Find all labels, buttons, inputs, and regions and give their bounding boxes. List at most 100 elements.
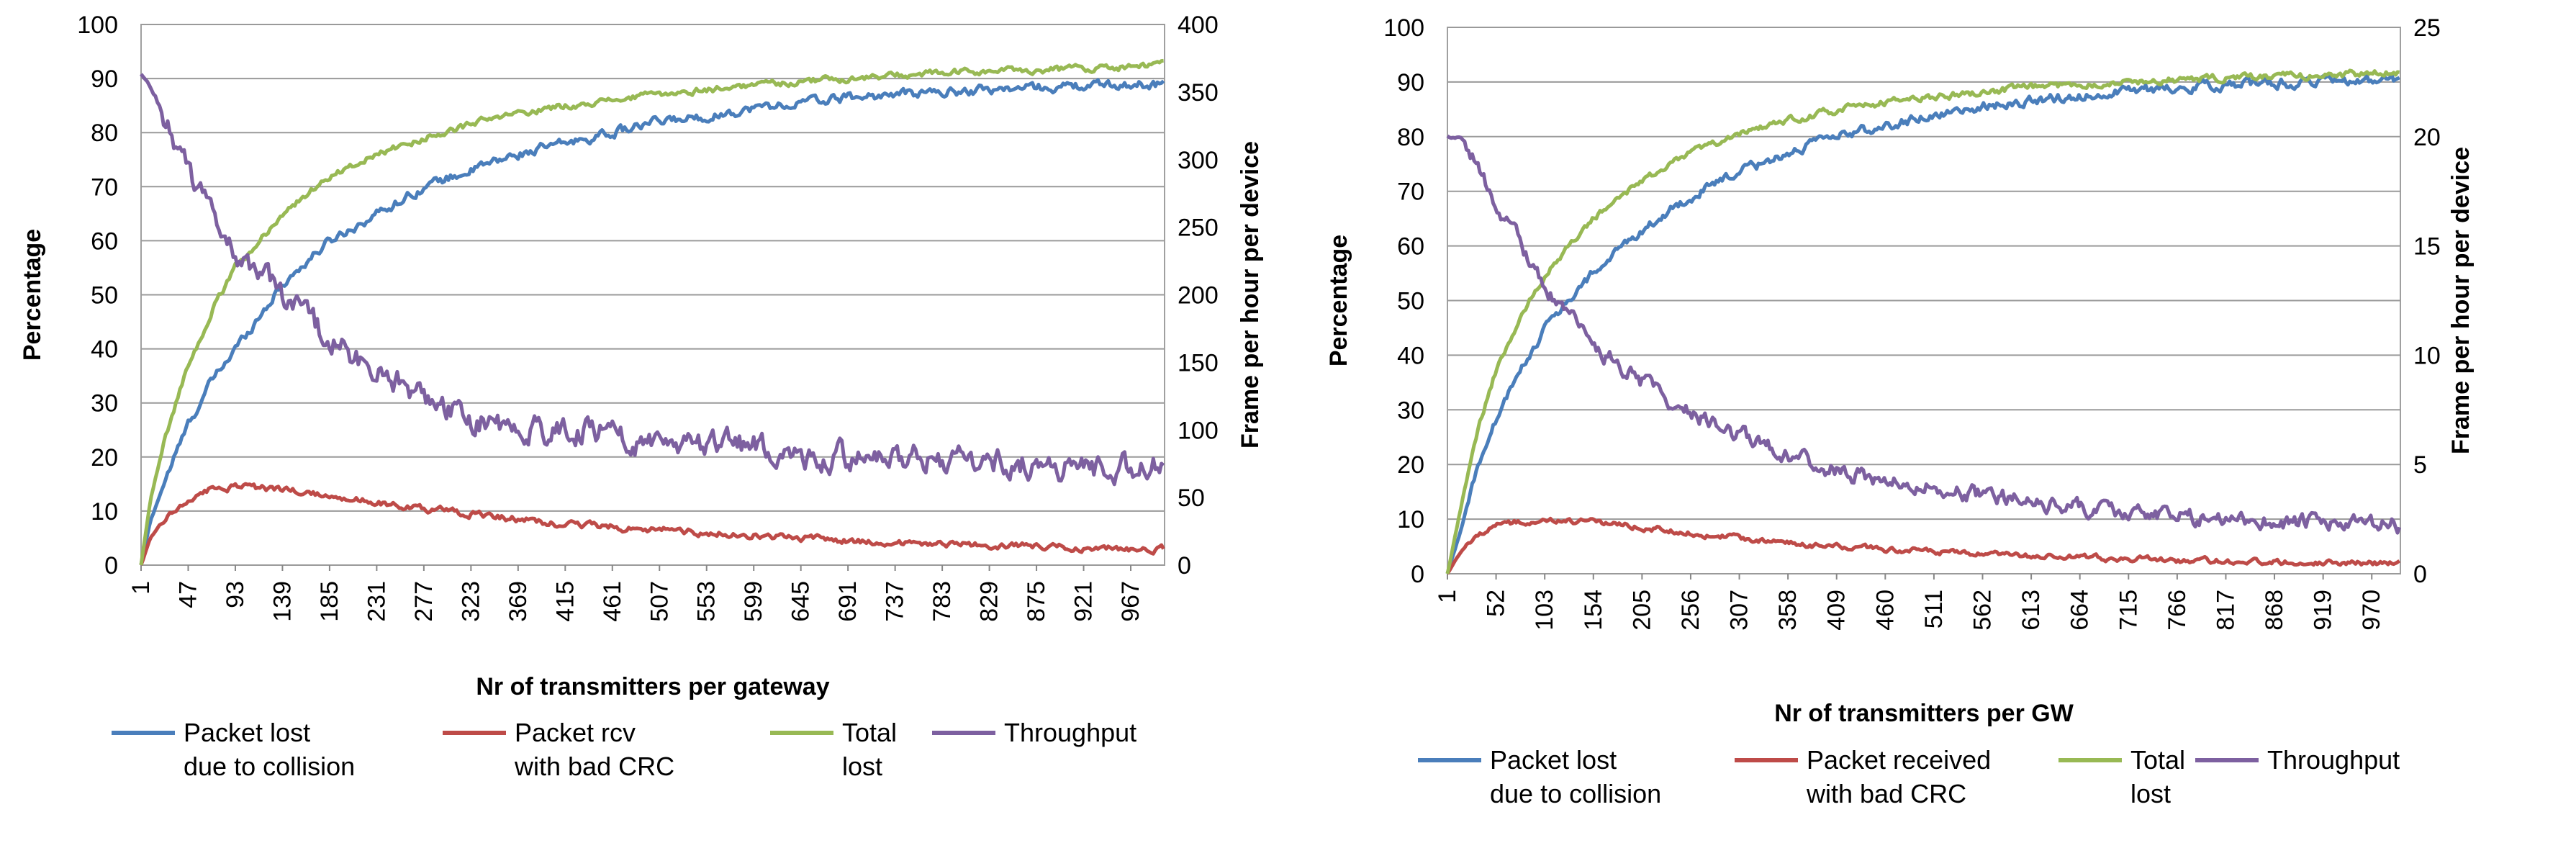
x-axis-title: Nr of transmitters per gateway (476, 673, 829, 700)
legend-label: Total (842, 718, 897, 747)
series-line-packet-lost-due-to-collision (139, 78, 1165, 565)
legend-item: Throughput (932, 718, 1136, 747)
y-tick-label: 80 (91, 120, 118, 147)
x-tick-label: 921 (1070, 581, 1098, 622)
legend-label: Throughput (1004, 718, 1136, 747)
y-axis-title: Percentage (1325, 235, 1352, 366)
x-tick-label: 613 (2017, 590, 2045, 631)
x-tick-label: 307 (1726, 590, 1753, 631)
y2-tick-label: 300 (1178, 147, 1219, 174)
y-tick-label: 0 (104, 552, 118, 580)
legend-item: Total lost (2058, 745, 2185, 808)
y-tick-label: 100 (1383, 14, 1424, 42)
x-tick-label: 154 (1580, 590, 1607, 631)
x-tick-label: 256 (1677, 590, 1704, 631)
x-tick-label: 47 (174, 581, 202, 608)
x-tick-label: 766 (2164, 590, 2191, 631)
y-tick-label: 50 (1397, 288, 1424, 315)
y2-tick-label: 20 (2413, 124, 2441, 151)
legend-label: Packet lost (1490, 745, 1617, 775)
x-tick-label: 323 (457, 581, 484, 622)
x-tick-label: 415 (551, 581, 579, 622)
series-line-throughput (1446, 134, 2402, 535)
x-tick-label: 231 (363, 581, 390, 622)
x-tick-label: 409 (1823, 590, 1850, 631)
x-tick-label: 277 (410, 581, 438, 622)
legend-label: with bad CRC (1806, 779, 1966, 808)
x-tick-label: 970 (2358, 590, 2385, 631)
legend-label: with bad CRC (514, 752, 674, 781)
y2-tick-label: 50 (1178, 484, 1205, 512)
legend-item: Packet lost due to collision (1418, 745, 1661, 808)
x-tick-label: 715 (2115, 590, 2142, 631)
series-line-total-lost (139, 58, 1164, 566)
series-line-packet-lost-due-to-collision (1445, 73, 2400, 574)
y-tick-label: 50 (91, 282, 118, 310)
x-tick-label: 817 (2212, 590, 2239, 631)
legend-label: due to collision (184, 752, 355, 781)
x-tick-label: 185 (316, 581, 343, 622)
x-tick-label: 205 (1628, 590, 1655, 631)
series-line-throughput (140, 73, 1165, 487)
legend-label: Packet received (1807, 745, 1991, 775)
x-tick-label: 507 (646, 581, 673, 622)
x-tick-label: 599 (740, 581, 767, 622)
legend-item: Packet received with bad CRC (1735, 745, 1991, 808)
y2-tick-label: 15 (2413, 233, 2441, 261)
x-tick-label: 460 (1871, 590, 1899, 631)
legend-label: Packet rcv (515, 718, 636, 747)
x-tick-label: 967 (1117, 581, 1144, 622)
x-tick-label: 919 (2310, 590, 2337, 631)
y2-tick-label: 10 (2413, 342, 2441, 369)
y-tick-label: 20 (1397, 451, 1424, 479)
y-tick-label: 90 (91, 66, 118, 93)
y2-tick-label: 200 (1178, 282, 1219, 310)
y2-tick-label: 0 (2413, 561, 2427, 588)
x-tick-label: 103 (1531, 590, 1558, 631)
series-line-packet-rcv-with-bad-crc (139, 482, 1165, 566)
x-tick-label: 829 (976, 581, 1003, 622)
y-tick-label: 40 (1397, 342, 1424, 369)
x-tick-label: 369 (505, 581, 532, 622)
x-tick-label: 553 (693, 581, 720, 622)
x-tick-label: 1 (127, 581, 155, 595)
x-tick-label: 1 (1434, 590, 1461, 603)
legend: Packet lost due to collision Packet rcv wit… (112, 718, 1136, 781)
y2-tick-label: 400 (1178, 12, 1219, 39)
y-tick-label: 30 (1397, 397, 1424, 424)
x-tick-label: 783 (928, 581, 956, 622)
y-axis-title: Percentage (19, 229, 46, 361)
legend-label: lost (2130, 779, 2171, 808)
x-tick-label: 562 (1969, 590, 1997, 631)
y2-tick-label: 250 (1178, 215, 1219, 242)
x-tick-label: 358 (1774, 590, 1802, 631)
x-tick-label: 52 (1483, 590, 1510, 617)
x-tick-label: 875 (1023, 581, 1050, 622)
legend-label: lost (842, 752, 882, 781)
series-line-packet-received-with-bad-crc (1445, 516, 2401, 575)
x-tick-label: 139 (268, 581, 296, 622)
y2-tick-label: 25 (2413, 14, 2441, 42)
y-tick-label: 0 (1411, 561, 1424, 588)
x-tick-label: 645 (787, 581, 815, 622)
y-tick-label: 90 (1397, 69, 1424, 96)
x-axis-title: Nr of transmitters per GW (1774, 700, 2074, 727)
x-tick-label: 93 (222, 581, 249, 608)
y-tick-label: 20 (91, 444, 118, 472)
y2-tick-label: 350 (1178, 79, 1219, 107)
y-tick-label: 70 (91, 173, 118, 201)
x-tick-label: 737 (882, 581, 909, 622)
legend-item: Throughput (2195, 745, 2400, 775)
series-line-total-lost (1445, 68, 2400, 574)
series-group (139, 58, 1165, 566)
legend: Packet lost due to collision Packet receiv… (1418, 745, 2400, 808)
x-tick-label: 664 (2066, 590, 2094, 631)
x-tick-label: 691 (834, 581, 862, 622)
y-tick-label: 10 (91, 498, 118, 526)
legend-label: due to collision (1490, 779, 1661, 808)
legend-item: Packet rcv with bad CRC (443, 718, 674, 781)
chart-2: 0 10 20 30 40 50 60 70 80 90 100 0 5 10 15 20 25 1 52 103 15… (1325, 14, 2475, 808)
y2-axis-title: Frame per hour per device (2447, 147, 2475, 454)
legend-label: Packet lost (184, 718, 310, 747)
